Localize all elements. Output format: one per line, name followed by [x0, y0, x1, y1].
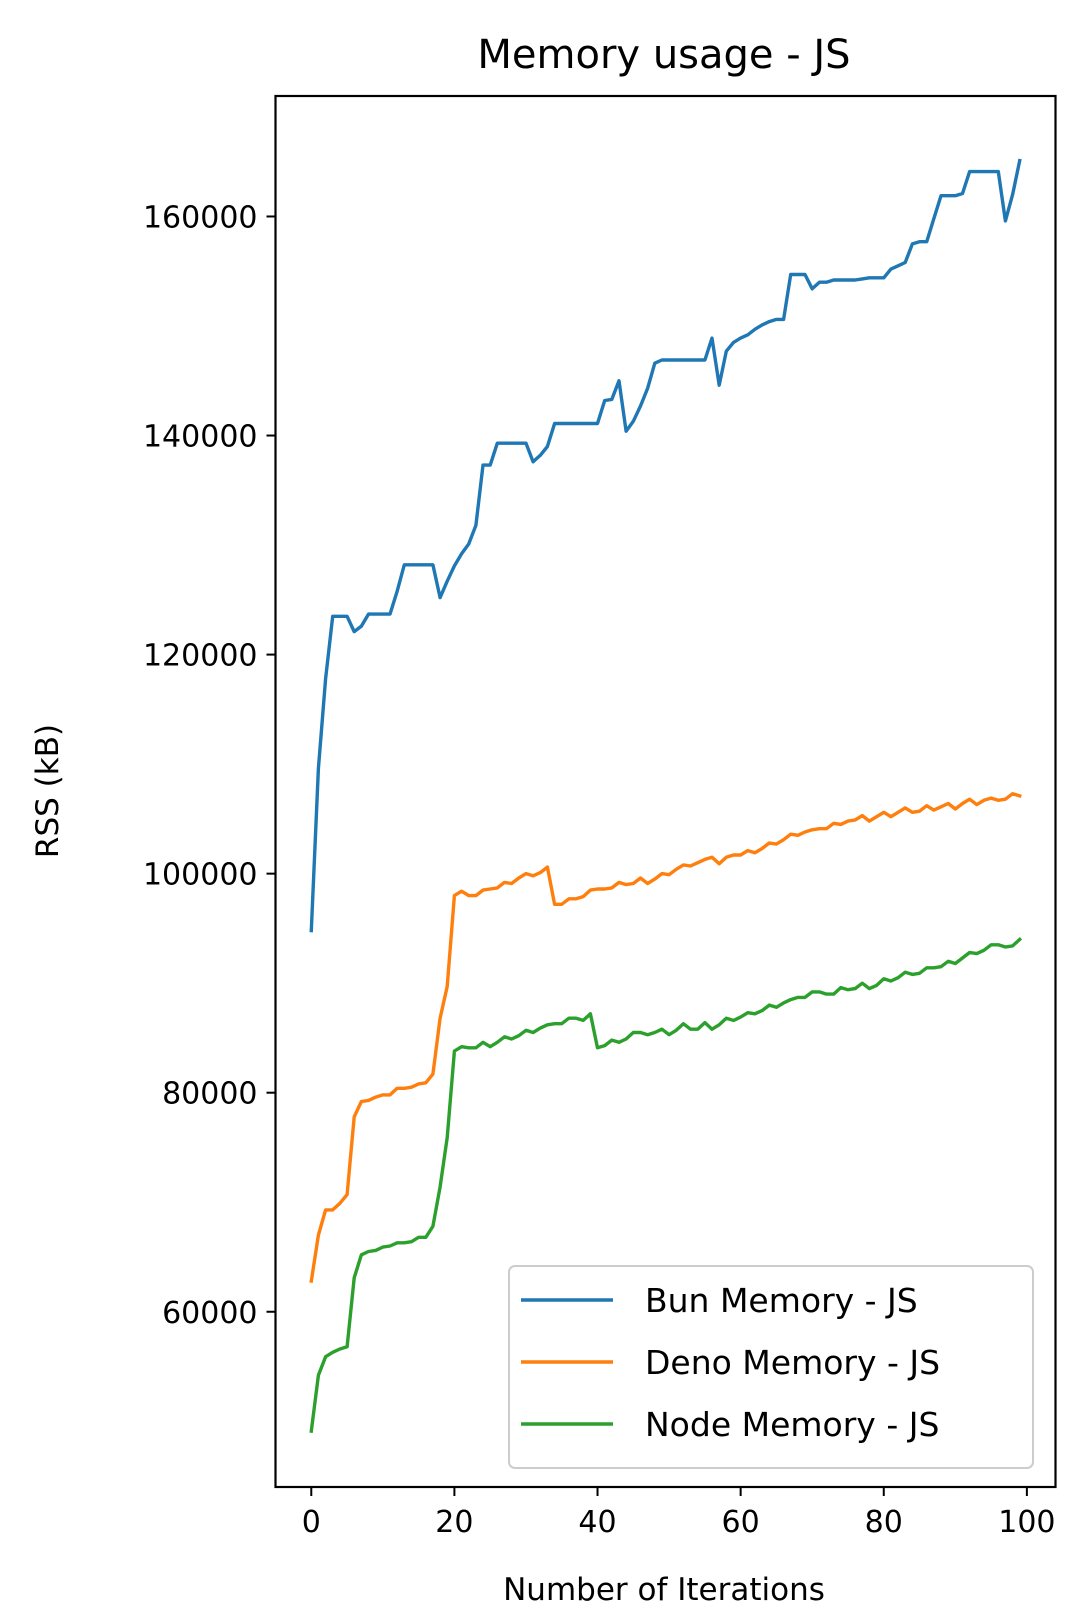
y-tick-label: 160000 — [143, 200, 258, 235]
y-tick-label: 100000 — [143, 858, 258, 893]
legend-label-2: Node Memory - JS — [645, 1405, 939, 1444]
y-tick-label: 140000 — [143, 420, 258, 455]
x-tick-label: 40 — [578, 1505, 616, 1540]
x-tick-label: 0 — [302, 1505, 321, 1540]
y-tick-label: 60000 — [162, 1296, 257, 1331]
legend-label-1: Deno Memory - JS — [645, 1343, 940, 1382]
x-tick-label: 100 — [998, 1505, 1055, 1540]
plot-lines — [309, 158, 1023, 1434]
series-line-1 — [309, 792, 1022, 1284]
y-axis-label: RSS (kB) — [30, 724, 66, 858]
series-line-0 — [309, 158, 1022, 933]
series-line-2 — [309, 936, 1023, 1434]
x-tick-label: 80 — [865, 1505, 903, 1540]
legend: Bun Memory - JS Deno Memory - JS Node Memo… — [508, 1265, 1034, 1469]
plot-frame — [274, 94, 1057, 1489]
x-axis-label: Number of Iterations — [503, 1572, 825, 1608]
x-axis: 0 20 40 60 80 100 — [302, 1487, 1056, 1540]
chart-title: Memory usage - JS — [477, 32, 850, 78]
legend-label-0: Bun Memory - JS — [645, 1281, 918, 1320]
y-tick-label: 120000 — [143, 639, 258, 674]
y-axis: 60000 80000 100000 120000 140000 160000 — [143, 200, 276, 1331]
y-tick-label: 80000 — [162, 1077, 257, 1112]
x-tick-label: 60 — [722, 1505, 760, 1540]
x-tick-label: 20 — [435, 1505, 473, 1540]
legend-box — [508, 1265, 1034, 1469]
